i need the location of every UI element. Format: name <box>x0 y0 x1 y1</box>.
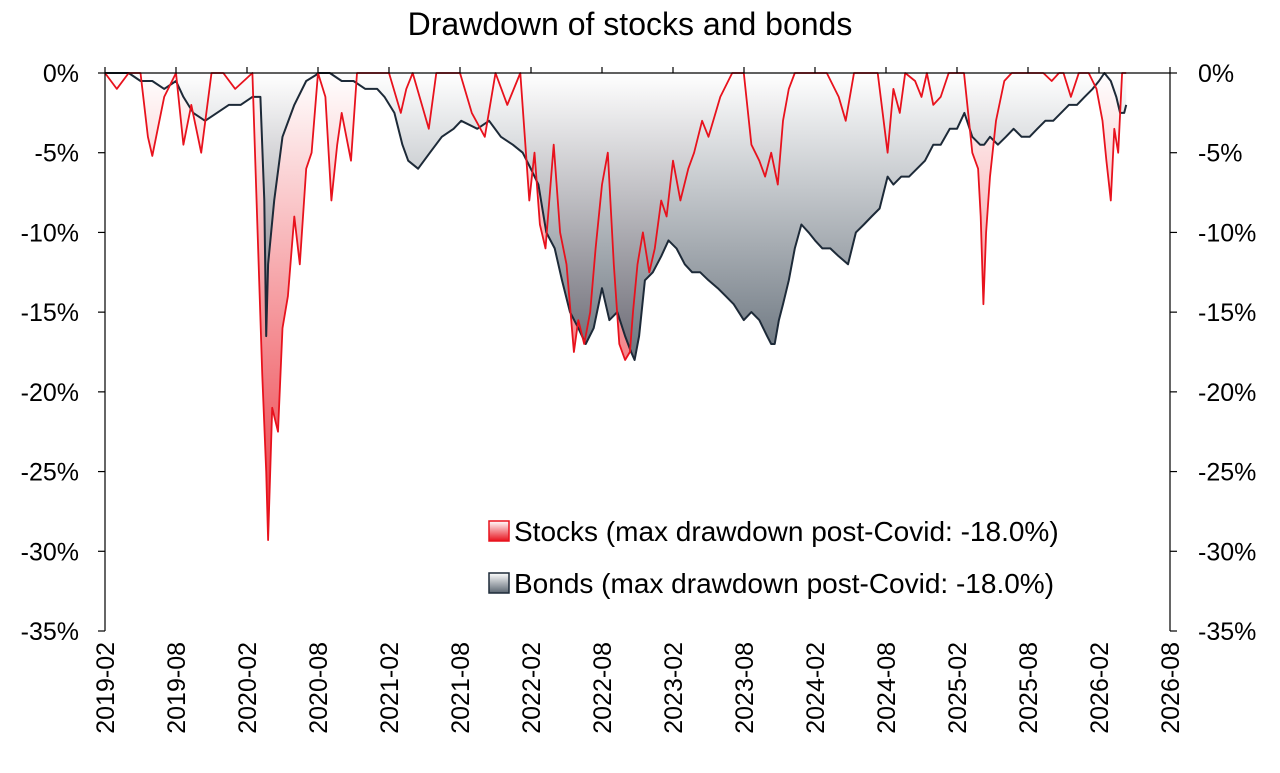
x-tick-label: 2026-02 <box>1086 642 1114 734</box>
y-tick-label-right: 0% <box>1198 60 1234 88</box>
stocks-legend-label: Stocks (max drawdown post-Covid: -18.0%) <box>514 516 1059 547</box>
bonds-legend-label: Bonds (max drawdown post-Covid: -18.0%) <box>514 568 1054 599</box>
y-tick-label-right: -35% <box>1198 618 1256 646</box>
y-tick-label-left: -15% <box>21 299 79 327</box>
x-tick-label: 2024-02 <box>802 642 830 734</box>
y-tick-label-right: -10% <box>1198 219 1256 247</box>
bonds-line <box>105 72 1128 361</box>
x-tick-label: 2022-08 <box>589 642 617 734</box>
axes: 0% 0% -5% -5% -10% -10% -15% -15% -20% -20% -25% -2… <box>21 60 1257 734</box>
plot-areas <box>104 72 1128 541</box>
y-tick-label-left: -30% <box>21 538 79 566</box>
x-tick-label: 2026-08 <box>1157 642 1185 734</box>
y-tick-label-right: -30% <box>1198 538 1256 566</box>
legend: Stocks (max drawdown post-Covid: -18.0%)… <box>488 516 1059 599</box>
x-tick-label: 2021-08 <box>447 642 475 734</box>
y-tick-label-left: 0% <box>43 60 79 88</box>
x-tick-label: 2023-02 <box>660 642 688 734</box>
y-tick-label-right: -20% <box>1198 379 1256 407</box>
x-tick-label: 2020-08 <box>305 642 333 734</box>
stocks-line <box>104 72 1127 541</box>
x-tick-label: 2023-08 <box>731 642 759 734</box>
y-tick-label-left: -10% <box>21 219 79 247</box>
stocks-legend-swatch <box>488 520 510 542</box>
x-tick-label: 2019-02 <box>92 642 120 734</box>
x-tick-label: 2020-02 <box>234 642 262 734</box>
y-tick-label-right: -25% <box>1198 459 1256 487</box>
x-tick-label: 2024-08 <box>873 642 901 734</box>
x-tick-label: 2022-02 <box>518 642 546 734</box>
bonds-legend-swatch <box>488 572 510 594</box>
y-tick-label-left: -5% <box>35 140 79 168</box>
y-tick-label-right: -15% <box>1198 299 1256 327</box>
x-tick-label: 2025-08 <box>1015 642 1043 734</box>
x-tick-label: 2021-02 <box>376 642 404 734</box>
bonds-area <box>105 73 1127 360</box>
y-tick-label-right: -5% <box>1198 140 1242 168</box>
x-tick-label: 2019-08 <box>163 642 191 734</box>
y-tick-label-left: -35% <box>21 618 79 646</box>
x-tick-label: 2025-02 <box>944 642 972 734</box>
y-tick-label-left: -25% <box>21 459 79 487</box>
chart-title: Drawdown of stocks and bonds <box>407 6 853 42</box>
y-tick-label-left: -20% <box>21 379 79 407</box>
